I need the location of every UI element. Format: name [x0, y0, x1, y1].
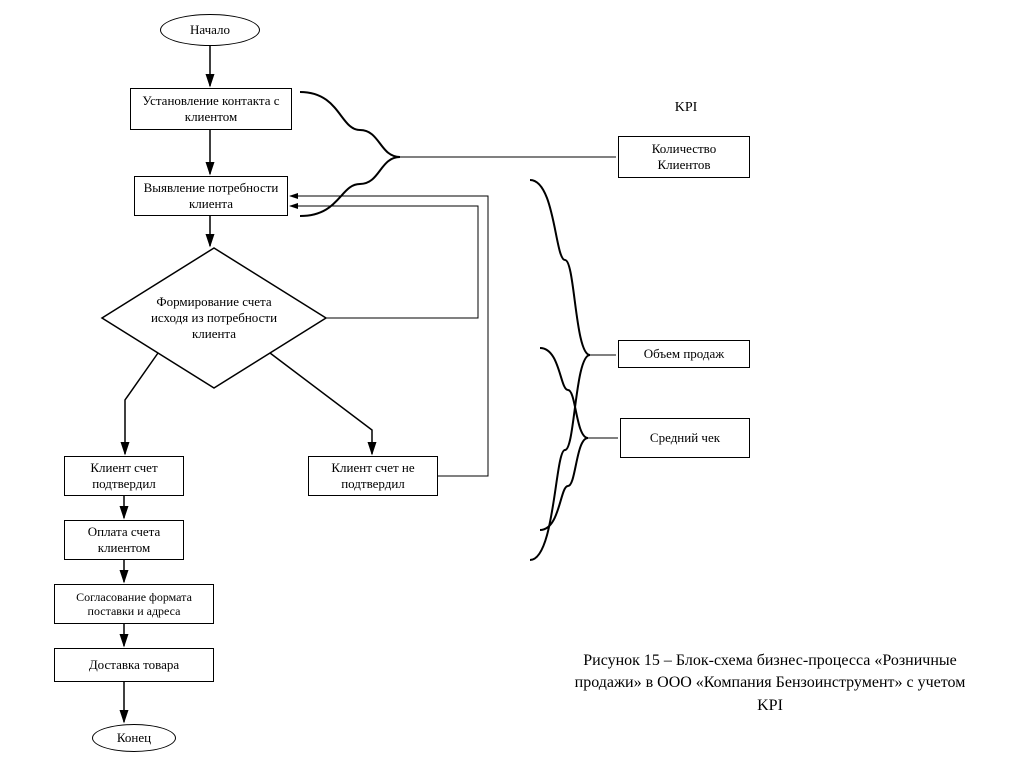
node-no: Клиент счет не подтвердил — [308, 456, 438, 496]
brace-sales — [530, 180, 590, 560]
brace-clients — [300, 92, 400, 216]
node-decision-label: Формирование счета исходя из потребности… — [144, 294, 284, 343]
node-needs: Выявление потребности клиента — [134, 176, 288, 216]
figure-caption-text: Рисунок 15 – Блок-схема бизнес-процесса … — [575, 652, 966, 714]
node-delivery-label: Доставка товара — [89, 657, 179, 673]
edge-decision-feedback — [290, 206, 478, 318]
edge-decision-yes — [125, 353, 158, 454]
node-end: Конец — [92, 724, 176, 752]
node-end-label: Конец — [117, 730, 151, 746]
kpi-clients: Количество Клиентов — [618, 136, 750, 178]
node-needs-label: Выявление потребности клиента — [139, 180, 283, 211]
node-start-label: Начало — [190, 22, 230, 38]
node-contact-label: Установление контакта с клиентом — [135, 93, 287, 124]
node-pay: Оплата счета клиентом — [64, 520, 184, 560]
kpi-avg-label: Средний чек — [650, 430, 720, 446]
node-no-label: Клиент счет не подтвердил — [313, 460, 433, 491]
edge-no-feedback — [290, 196, 488, 476]
kpi-title: KPI — [656, 100, 716, 116]
node-contact: Установление контакта с клиентом — [130, 88, 292, 130]
kpi-clients-label: Количество Клиентов — [625, 141, 743, 172]
kpi-title-text: KPI — [675, 100, 698, 115]
kpi-avg: Средний чек — [620, 418, 750, 458]
node-yes-label: Клиент счет подтвердил — [69, 460, 179, 491]
node-pay-label: Оплата счета клиентом — [69, 524, 179, 555]
node-start: Начало — [160, 14, 260, 46]
figure-caption: Рисунок 15 – Блок-схема бизнес-процесса … — [560, 650, 980, 717]
kpi-sales: Объем продаж — [618, 340, 750, 368]
node-delivery: Доставка товара — [54, 648, 214, 682]
kpi-sales-label: Объем продаж — [644, 346, 725, 362]
edge-decision-no — [270, 353, 372, 454]
brace-avg — [540, 348, 588, 530]
node-delivery-format-label: Согласование формата поставки и адреса — [59, 590, 209, 619]
node-decision: Формирование счета исходя из потребности… — [144, 278, 284, 358]
node-delivery-format: Согласование формата поставки и адреса — [54, 584, 214, 624]
node-yes: Клиент счет подтвердил — [64, 456, 184, 496]
